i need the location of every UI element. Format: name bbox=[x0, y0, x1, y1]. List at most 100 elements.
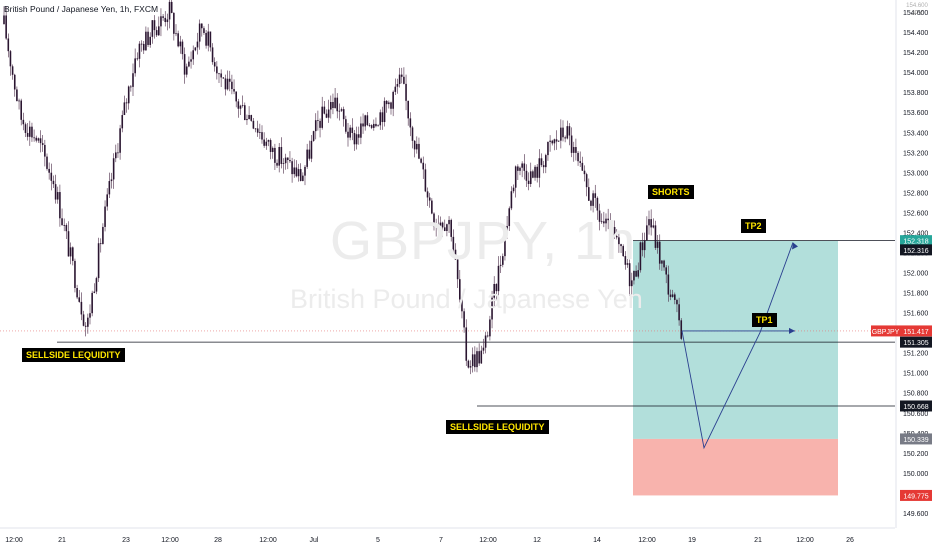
candle-body bbox=[456, 259, 459, 280]
candle-body bbox=[441, 222, 444, 228]
candle-body bbox=[95, 278, 98, 292]
x-tick-label: 7 bbox=[439, 537, 443, 544]
x-tick-label: 12:00 bbox=[638, 537, 656, 544]
candle-body bbox=[304, 166, 306, 176]
candle-body bbox=[476, 351, 478, 368]
candle-body bbox=[467, 360, 470, 368]
candle-body bbox=[61, 218, 63, 225]
candle-body bbox=[239, 105, 242, 109]
candle-body bbox=[33, 137, 35, 139]
candle-body bbox=[499, 264, 502, 266]
price-label-bg bbox=[900, 235, 932, 247]
y-tick-label: 154.000 bbox=[903, 70, 928, 77]
y-tick-label: 154.400 bbox=[903, 30, 928, 37]
candle-body bbox=[493, 283, 495, 298]
candle-body bbox=[226, 78, 229, 90]
candle-body bbox=[250, 115, 253, 121]
candle-body bbox=[635, 270, 637, 277]
candle-body bbox=[489, 319, 491, 337]
candle-body bbox=[332, 101, 334, 108]
candle-body bbox=[368, 125, 371, 126]
candle-body bbox=[407, 100, 409, 119]
candle-body bbox=[572, 147, 575, 153]
candle-body bbox=[482, 347, 485, 351]
candle-body bbox=[211, 47, 214, 63]
candle-body bbox=[222, 77, 225, 79]
candle-body bbox=[583, 170, 586, 175]
candle-body bbox=[72, 247, 74, 261]
candle-body bbox=[566, 126, 569, 139]
candle-body bbox=[164, 17, 167, 23]
x-tick-label: 5 bbox=[376, 537, 380, 544]
candle-body bbox=[613, 227, 616, 237]
x-tick-label: Jul bbox=[310, 537, 319, 544]
candle-body bbox=[478, 351, 480, 364]
candle-body bbox=[280, 147, 283, 164]
candle-body bbox=[416, 143, 418, 150]
candle-body bbox=[89, 313, 91, 318]
candle-body bbox=[188, 61, 190, 67]
candle-body bbox=[656, 241, 659, 248]
candle-body bbox=[265, 141, 268, 146]
candle-body bbox=[181, 41, 184, 55]
y-tick-label: 150.000 bbox=[903, 471, 928, 478]
candle-body bbox=[549, 140, 551, 142]
x-tick-label: 21 bbox=[58, 537, 66, 544]
x-tick-label: 21 bbox=[754, 537, 762, 544]
candle-body bbox=[519, 167, 521, 171]
candle-body bbox=[82, 314, 85, 326]
candle-body bbox=[145, 31, 147, 51]
candle-body bbox=[269, 140, 272, 152]
candle-body bbox=[37, 138, 40, 141]
candle-body bbox=[196, 41, 199, 48]
candle-body bbox=[99, 243, 102, 245]
candle-body bbox=[598, 210, 601, 222]
candle-body bbox=[224, 78, 227, 90]
tp2-label: TP2 bbox=[741, 219, 766, 233]
candle-body bbox=[448, 219, 450, 225]
candle-body bbox=[216, 66, 218, 74]
candle-body bbox=[284, 157, 287, 164]
candle-body bbox=[235, 91, 237, 102]
candle-body bbox=[20, 100, 22, 120]
candle-body bbox=[529, 171, 532, 184]
candle-body bbox=[80, 301, 83, 315]
y-tick-label: 151.600 bbox=[903, 311, 928, 318]
candle-body bbox=[674, 294, 676, 300]
currency-label: JPY bbox=[911, 10, 923, 17]
candle-body bbox=[454, 249, 457, 260]
candle-body bbox=[149, 36, 151, 45]
candle-body bbox=[76, 287, 78, 298]
price-label-text: 151.305 bbox=[903, 340, 928, 347]
candle-body bbox=[502, 256, 504, 265]
price-label-bg bbox=[900, 433, 932, 445]
candle-body bbox=[39, 138, 42, 144]
candle-body bbox=[605, 218, 607, 224]
candle-body bbox=[261, 132, 263, 140]
candle-body bbox=[345, 119, 347, 132]
candle-body bbox=[201, 23, 203, 29]
price-label-text: GBPJPY bbox=[872, 329, 900, 336]
candle-body bbox=[302, 175, 304, 181]
tp1-arrowhead bbox=[789, 327, 795, 334]
price-label-bg bbox=[900, 244, 932, 256]
candle-body bbox=[41, 143, 44, 145]
price-label-bg bbox=[900, 336, 932, 348]
candle-body bbox=[538, 158, 541, 178]
x-tick-label: 12 bbox=[533, 537, 541, 544]
candle-body bbox=[228, 78, 231, 82]
candle-body bbox=[446, 224, 448, 231]
candle-body bbox=[203, 28, 205, 33]
candle-body bbox=[665, 267, 667, 275]
candle-body bbox=[46, 156, 48, 169]
candle-body bbox=[581, 162, 584, 171]
candle-body bbox=[542, 165, 545, 168]
candle-body bbox=[147, 31, 149, 45]
candle-body bbox=[450, 219, 452, 237]
candle-body bbox=[658, 241, 661, 264]
candle-body bbox=[405, 83, 407, 101]
candle-body bbox=[536, 166, 538, 178]
candle-body bbox=[84, 325, 87, 327]
candle-body bbox=[663, 260, 665, 268]
projection-path bbox=[681, 242, 794, 450]
